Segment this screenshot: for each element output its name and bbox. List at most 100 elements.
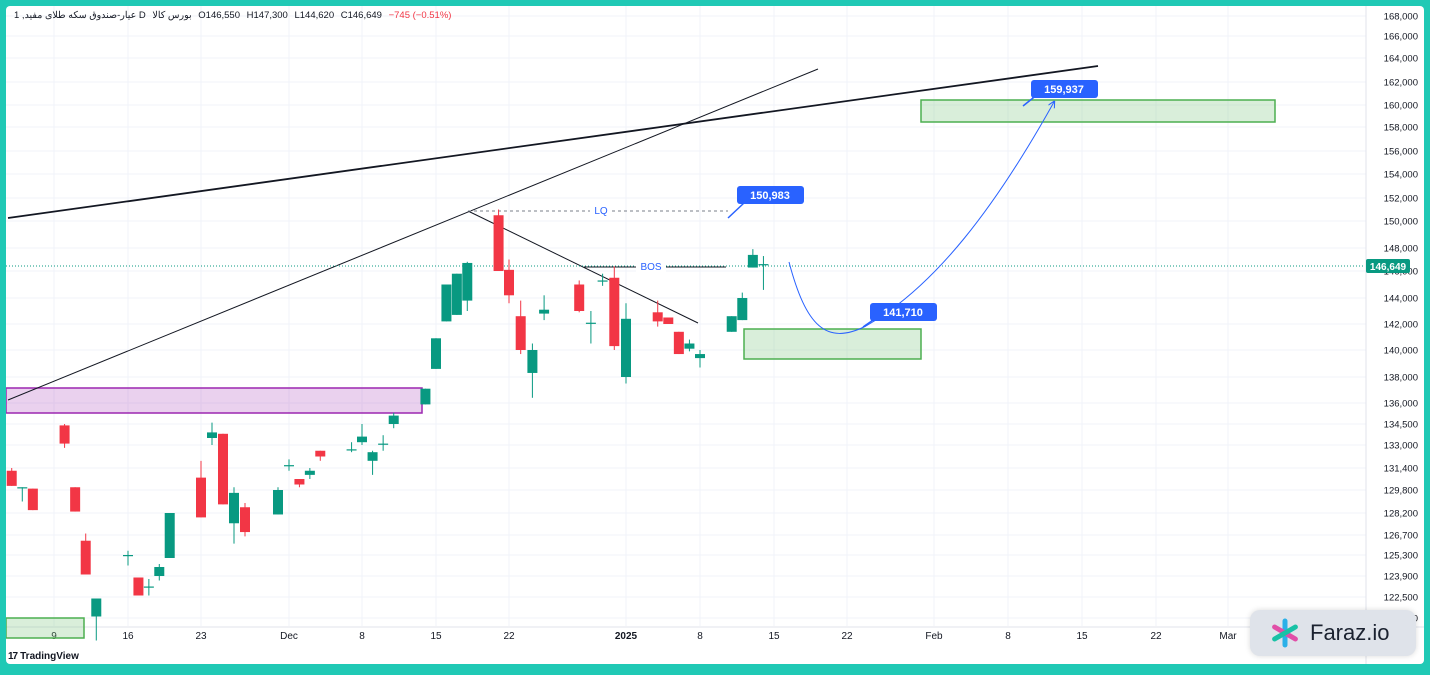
candle-body	[294, 479, 305, 485]
high-value: H147,300	[246, 10, 288, 21]
time-tick-label: 15	[1076, 631, 1088, 642]
candle-body	[367, 452, 378, 461]
candle-body	[240, 507, 250, 533]
bos-label-bg	[636, 260, 666, 273]
price-tick-label: 133,000	[1384, 441, 1418, 452]
time-tick-label: 15	[430, 631, 442, 642]
candle-body	[17, 487, 28, 489]
candle-body	[539, 309, 550, 314]
price-tick-label: 164,000	[1384, 54, 1418, 65]
candle-body	[284, 465, 294, 467]
candle-body	[652, 312, 663, 322]
time-tick-label: 22	[841, 631, 853, 642]
projection-curve	[788, 261, 867, 334]
candle-body	[388, 415, 399, 424]
asterisk-logo-icon	[1272, 618, 1298, 648]
candle-body	[315, 450, 326, 457]
candlestick-series	[6, 209, 769, 641]
time-tick-label: 2025	[615, 631, 638, 642]
symbol-legend[interactable]: 1 ,عیار-صندوق سکه طلای مفید D بورس کالا …	[14, 10, 455, 21]
time-tick-label: Mar	[1219, 631, 1237, 642]
candle-body	[27, 488, 38, 511]
change-value: −745 (−0.51%)	[388, 10, 452, 21]
lq-callout-leader	[727, 202, 745, 219]
candle-body	[515, 316, 526, 350]
price-tick-label: 131,400	[1384, 464, 1418, 475]
price-tick-label: 168,000	[1384, 12, 1418, 23]
exchange-name: بورس کالا	[152, 10, 192, 21]
time-tick-label: 8	[1005, 631, 1011, 642]
candle-body	[346, 449, 357, 451]
price-axis: 168,000 166,000 164,000 162,000 160,000 158,0…	[1384, 12, 1418, 625]
green-buy-zone	[743, 328, 922, 360]
time-tick-label: 9	[51, 631, 57, 642]
candle-body	[420, 388, 431, 405]
candle-body	[431, 338, 441, 369]
time-tick-label: 8	[697, 631, 703, 642]
candle-body	[493, 215, 504, 271]
price-tick-label: 129,800	[1384, 486, 1418, 497]
price-tick-label: 142,000	[1384, 320, 1418, 331]
price-tick-label: 156,000	[1384, 147, 1418, 158]
candle-body	[123, 555, 133, 557]
candle-body	[143, 586, 154, 588]
purple-demand-zone	[6, 387, 423, 414]
buy-price-callout-text: 141,710	[883, 307, 923, 319]
price-zones	[6, 99, 1276, 639]
candle-body	[585, 322, 596, 324]
price-tick-label: 123,900	[1384, 572, 1418, 583]
price-tick-label: 158,000	[1384, 123, 1418, 134]
time-tick-label: 23	[195, 631, 207, 642]
falling-trendline	[467, 210, 699, 324]
candle-body	[695, 354, 705, 359]
trend-lines	[6, 65, 1364, 401]
candle-body	[597, 280, 608, 282]
last-price-tag-text: 146,649	[1370, 262, 1407, 273]
candle-body	[574, 284, 585, 311]
lq-price-callout	[737, 186, 804, 204]
rising-trendline	[7, 68, 819, 401]
price-tick-label: 160,000	[1384, 101, 1418, 112]
open-value: O146,550	[198, 10, 240, 21]
time-tick-label: 22	[503, 631, 515, 642]
candle-body	[357, 436, 367, 443]
time-axis: 9 16 23 Dec 8 15 22 2025 8 15 22 Feb 8 15 22 Mar	[51, 631, 1237, 642]
time-tick-label: 15	[768, 631, 780, 642]
price-tick-label: 152,000	[1384, 194, 1418, 205]
price-tick-label: 125,300	[1384, 551, 1418, 562]
buy-price-callout	[870, 303, 937, 321]
candle-body	[527, 350, 538, 373]
price-tick-label: 122,500	[1384, 593, 1418, 604]
price-tick-label: 126,700	[1384, 531, 1418, 542]
candle-body	[196, 477, 206, 518]
symbol-name[interactable]: 1 ,عیار-صندوق سکه طلای مفید D	[14, 10, 146, 21]
candle-body	[621, 318, 631, 377]
green-target-zone	[920, 99, 1276, 123]
candle-body	[663, 317, 674, 324]
candle-body	[80, 540, 91, 575]
time-tick-label: 8	[359, 631, 365, 642]
lq-label-bg	[590, 204, 612, 217]
candle-body	[441, 284, 452, 322]
candle-body	[229, 492, 239, 524]
price-chart[interactable]: 168,000 166,000 164,000 162,000 160,000 158,0…	[6, 6, 1424, 664]
candle-body	[504, 269, 514, 296]
target-price-callout	[1031, 80, 1098, 98]
faraz-brand-text: Faraz.io	[1310, 620, 1390, 645]
candle-body	[378, 443, 389, 445]
candle-body	[70, 487, 81, 512]
candle-body	[737, 298, 748, 321]
candle-body	[59, 425, 70, 444]
resistance-trendline	[7, 65, 1099, 219]
candle-body	[462, 262, 473, 301]
time-tick-label: Feb	[925, 631, 943, 642]
faraz-watermark: Faraz.io	[1250, 610, 1416, 656]
candle-body	[218, 433, 228, 505]
tradingview-logo[interactable]: 17 TradingView	[8, 651, 79, 662]
tradingview-mark-icon: 17	[8, 651, 18, 662]
candle-body	[91, 598, 102, 617]
close-value: C146,649	[340, 10, 382, 21]
candle-body	[758, 264, 769, 266]
candle-body	[684, 343, 695, 349]
chart-frame: 168,000 166,000 164,000 162,000 160,000 158,0…	[6, 6, 1424, 664]
